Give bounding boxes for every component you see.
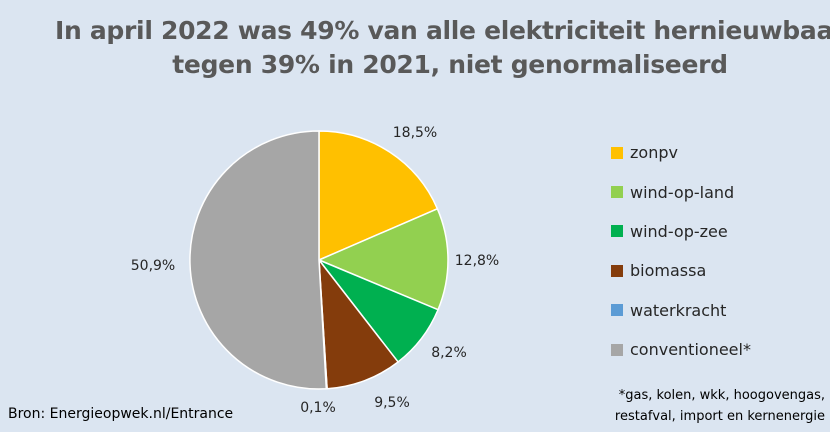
chart-title-line-2: tegen 39% in 2021, niet genormaliseerd [172,50,728,79]
source-text: Bron: Energieopwek.nl/Entrance [8,406,234,422]
legend-label: waterkracht [630,300,727,320]
legend-label: wind-op-land [630,182,735,202]
chart-title: In april 2022 was 49% van alle elektrici… [0,14,830,82]
legend-swatch [611,146,623,159]
chart-title-line-1: In april 2022 was 49% van alle elektrici… [54,16,830,45]
footnote-line-1: *gas, kolen, wkk, hoogovengas, [618,388,825,403]
legend-swatch [611,225,623,238]
legend-item-biomassa: biomassa [611,251,751,290]
legend-item-waterkracht: waterkracht [611,291,751,330]
legend-swatch [611,343,623,356]
data-label-conventioneel: 50,9% [131,258,175,274]
legend-label: conventioneel* [630,340,751,360]
pie-slice-wind-op-land [317,207,449,311]
legend-label: biomassa [630,261,707,281]
pie-slice-conventioneel [189,130,328,390]
data-label-waterkracht: 0,1% [300,400,336,416]
pie-slice-zonpv [318,130,439,262]
legend-item-wind-op-land: wind-op-land [611,172,751,211]
data-label-zonpv: 18,5% [393,125,437,141]
footnote: *gas, kolen, wkk, hoogovengas, restafval… [565,385,825,427]
pie-slice-biomassa [318,257,400,390]
legend: zonpv wind-op-land wind-op-zee biomassa wate… [611,133,751,369]
data-label-wind-op-land: 12,8% [455,253,499,269]
legend-swatch [611,264,623,277]
legend-item-wind-op-zee: wind-op-zee [611,212,751,251]
data-label-biomassa: 9,5% [374,395,410,411]
data-label-wind-op-zee: 8,2% [431,345,467,361]
footnote-line-2: restafval, import en kernenergie [614,409,825,424]
legend-swatch [611,304,623,317]
legend-label: zonpv [630,143,678,163]
legend-label: wind-op-zee [630,221,728,241]
legend-swatch [611,186,623,199]
legend-item-conventioneel: conventioneel* [611,330,751,369]
legend-item-zonpv: zonpv [611,133,751,172]
